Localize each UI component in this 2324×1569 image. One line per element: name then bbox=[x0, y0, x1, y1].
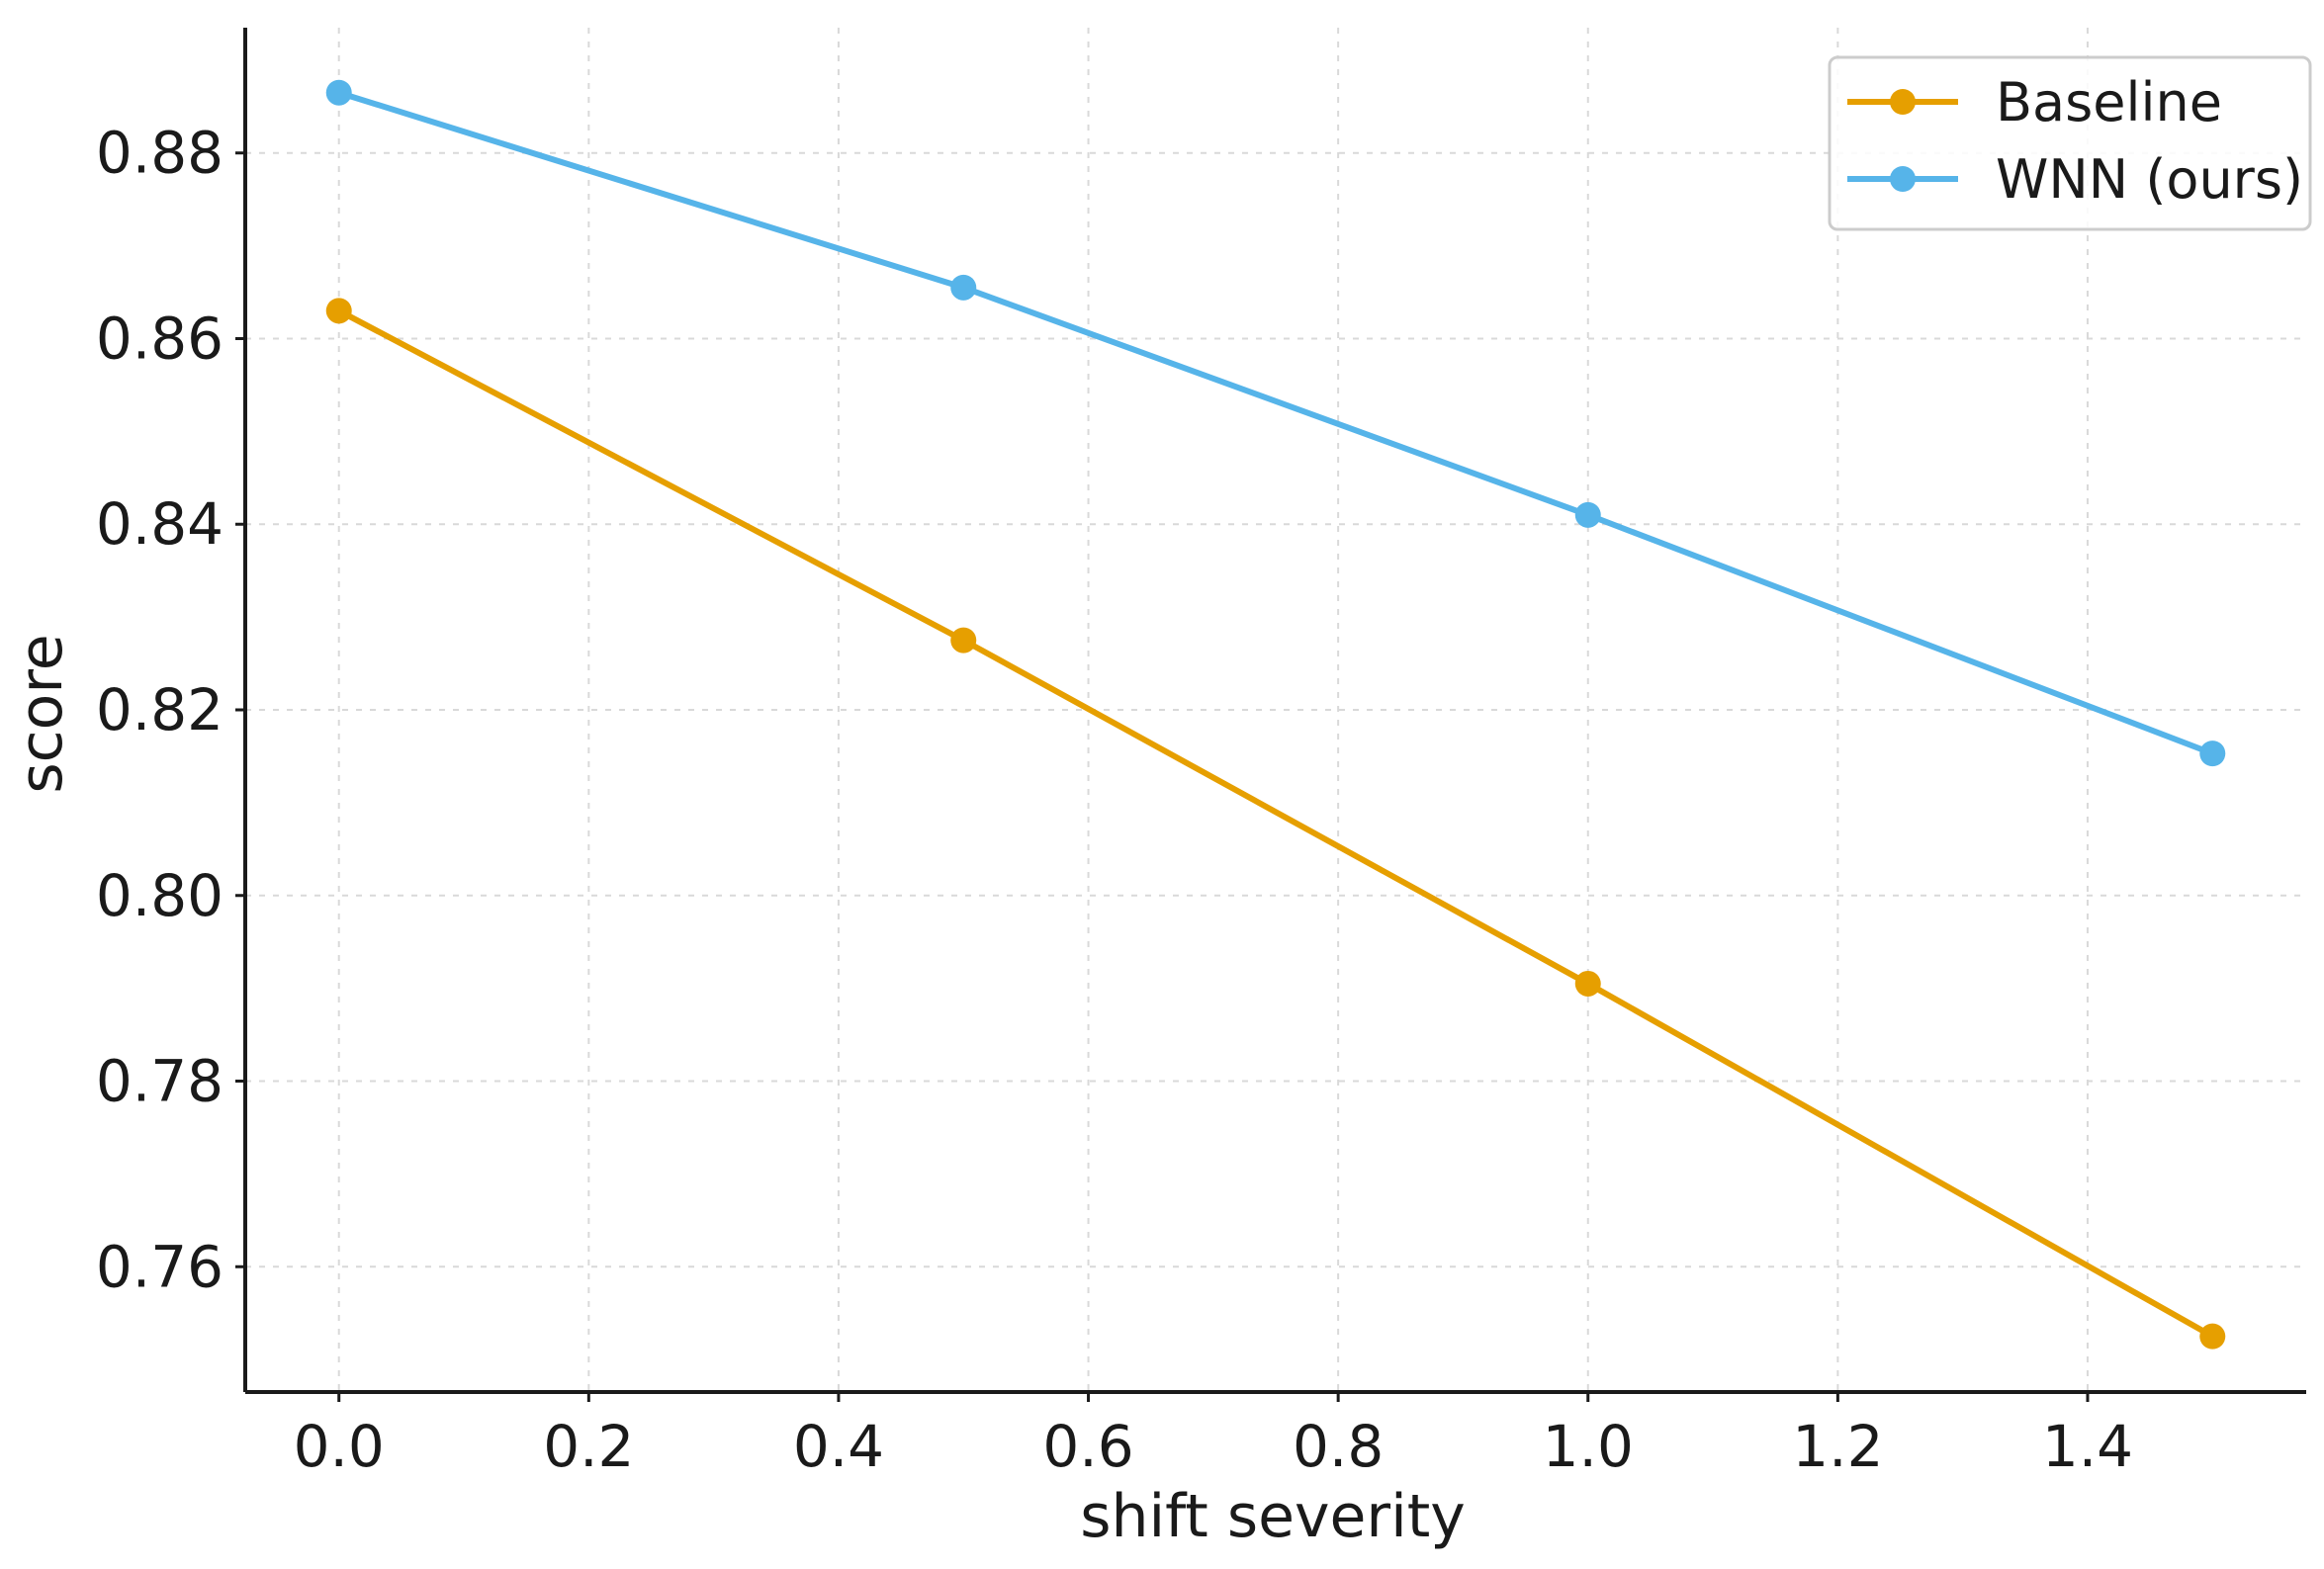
y-tick-label: 0.88 bbox=[96, 120, 223, 187]
y-axis-label: score bbox=[7, 634, 76, 793]
x-tick-label: 1.0 bbox=[1543, 1413, 1634, 1480]
x-tick-label: 0.6 bbox=[1042, 1413, 1133, 1480]
data-point-wnn-ours bbox=[1574, 501, 1601, 528]
x-tick-label: 0.0 bbox=[294, 1413, 385, 1480]
data-point-baseline bbox=[950, 627, 977, 654]
x-tick-label: 1.4 bbox=[2042, 1413, 2133, 1480]
grid bbox=[245, 28, 2306, 1392]
x-axis-label: shift severity bbox=[1080, 1482, 1466, 1551]
y-tick-label: 0.86 bbox=[96, 305, 223, 372]
x-tick-label: 0.8 bbox=[1293, 1413, 1384, 1480]
data-point-wnn-ours bbox=[950, 274, 977, 301]
series bbox=[325, 79, 2226, 1350]
data-point-wnn-ours bbox=[2199, 741, 2226, 767]
x-tick-label: 0.4 bbox=[793, 1413, 884, 1480]
series-line-baseline bbox=[335, 307, 2216, 1340]
legend: Baseline WNN (ours) bbox=[1828, 55, 2312, 231]
data-point-baseline bbox=[1574, 970, 1601, 997]
legend-label-wnn-ours: WNN (ours) bbox=[1996, 148, 2303, 211]
y-tick-label: 0.84 bbox=[96, 490, 223, 558]
y-tick-label: 0.78 bbox=[96, 1048, 223, 1115]
legend-marker-wnn-ours bbox=[1890, 166, 1916, 192]
x-tick-label: 0.2 bbox=[543, 1413, 634, 1480]
x-tick-label: 1.2 bbox=[1792, 1413, 1883, 1480]
y-tick-label: 0.76 bbox=[96, 1233, 223, 1300]
data-point-wnn-ours bbox=[325, 79, 352, 106]
legend-label-baseline: Baseline bbox=[1996, 71, 2222, 133]
legend-marker-baseline bbox=[1890, 89, 1916, 115]
y-tick-label: 0.80 bbox=[96, 862, 223, 929]
series-line-wnn-ours bbox=[335, 89, 2216, 757]
data-point-baseline bbox=[2199, 1323, 2226, 1350]
data-point-baseline bbox=[325, 298, 352, 324]
y-tick-label: 0.82 bbox=[96, 676, 223, 743]
ticks: 0.0 0.2 0.4 0.6 0.8 1.0 1.2 1.4 0.76 0.78 0.80 0.82… bbox=[96, 120, 2133, 1480]
